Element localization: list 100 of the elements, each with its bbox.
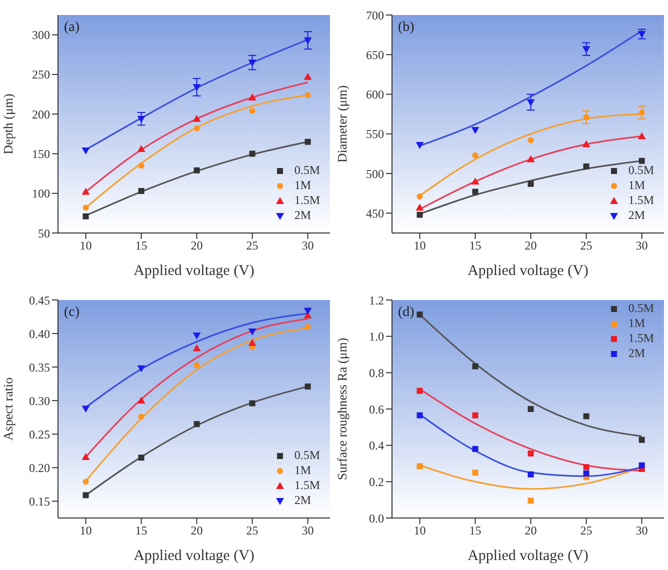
point [472, 363, 478, 370]
y-axis-title: Surface roughness Ra (μm) [334, 338, 350, 480]
x-tick-label: 30 [302, 238, 314, 253]
y-tick-label: 500 [366, 166, 384, 181]
x-tick-label: 25 [580, 238, 592, 253]
point [416, 212, 423, 218]
point [528, 137, 534, 144]
x-tick-label: 20 [190, 524, 203, 538]
y-tick-label: 650 [366, 48, 384, 62]
x-tick-label: 10 [80, 238, 92, 253]
x-tick-label: 20 [524, 238, 537, 253]
x-tick-label: 15 [135, 238, 148, 253]
x-tick-label: 20 [190, 238, 203, 253]
legend-label: 2M [294, 493, 311, 508]
point [248, 328, 256, 336]
point [304, 92, 311, 98]
point [638, 462, 645, 468]
y-tick-label: 1.2 [369, 293, 384, 308]
point [583, 413, 590, 420]
point [472, 412, 478, 418]
legend-label: 1M [294, 178, 311, 193]
y-tick-label: 1.0 [369, 330, 384, 344]
y-tick-label: 0.8 [369, 366, 384, 380]
point [472, 446, 478, 452]
legend-label: 1.5M [628, 331, 654, 346]
y-tick-label: 200 [32, 107, 50, 122]
x-tick-label: 20 [524, 524, 537, 538]
x-tick-label: 15 [135, 524, 148, 538]
point [638, 110, 645, 116]
point [192, 114, 201, 122]
x-tick-label: 25 [580, 524, 592, 538]
point [638, 132, 646, 140]
legend-label: 0.5M [628, 301, 654, 316]
y-tick-label: 250 [32, 68, 50, 82]
point [638, 436, 645, 443]
legend-label: 2M [294, 208, 311, 223]
y-tick-label: 0.2 [369, 474, 384, 489]
legend-label: 1M [294, 463, 311, 478]
point [416, 312, 423, 318]
point [137, 116, 146, 123]
point [249, 400, 256, 406]
point [82, 478, 89, 485]
annotation: (c) [64, 305, 80, 321]
legend-label: 1.5M [294, 478, 320, 493]
point [138, 188, 144, 194]
point [248, 60, 256, 67]
point [471, 126, 480, 134]
point [249, 150, 256, 157]
x-axis-title: Applied voltage (V) [134, 263, 254, 279]
point [582, 140, 590, 148]
point [249, 108, 256, 114]
y-axis-title: Diameter (μm) [334, 85, 350, 163]
point [583, 163, 590, 170]
point [137, 396, 146, 404]
point [416, 194, 423, 200]
y-tick-label: 600 [366, 88, 384, 102]
x-tick-label: 25 [246, 238, 258, 253]
x-tick-label: 25 [246, 524, 258, 538]
point [528, 450, 534, 457]
point [192, 332, 201, 340]
point [526, 155, 535, 162]
y-tick-label: 450 [366, 206, 384, 220]
legend-label: 1M [628, 178, 645, 193]
y-tick-label: 0.0 [369, 511, 384, 526]
point [471, 177, 480, 184]
point [528, 180, 534, 187]
point [638, 31, 646, 38]
point [194, 421, 200, 428]
point [137, 144, 146, 152]
y-tick-label: 0.45 [29, 293, 50, 308]
y-tick-label: 0.40 [29, 326, 50, 341]
point [138, 162, 144, 169]
point [248, 93, 256, 100]
legend-label: 0.5M [294, 163, 320, 178]
point [638, 158, 645, 164]
point [194, 362, 200, 368]
x-tick-label: 10 [414, 238, 426, 253]
point [416, 412, 423, 418]
x-tick-label: 10 [80, 524, 92, 538]
point [304, 138, 311, 145]
point [138, 414, 144, 420]
point [82, 148, 90, 155]
legend-label: 1.5M [628, 193, 654, 208]
y-tick-label: 0.4 [369, 438, 384, 453]
y-tick-label: 300 [32, 28, 50, 42]
point [416, 142, 424, 150]
point [248, 338, 256, 346]
point [82, 213, 89, 220]
point [82, 204, 89, 211]
point [82, 492, 89, 498]
point [472, 470, 478, 476]
legend-label: 0.5M [294, 448, 320, 463]
y-axis-title: Aspect ratio [0, 377, 16, 441]
y-tick-label: 0.35 [29, 360, 50, 374]
point [304, 72, 312, 80]
y-tick-label: 0.6 [369, 402, 384, 416]
y-tick-label: 0.30 [29, 394, 50, 408]
x-tick-label: 30 [636, 524, 648, 538]
point [192, 344, 201, 352]
x-axis-title: Applied voltage (V) [134, 548, 254, 564]
